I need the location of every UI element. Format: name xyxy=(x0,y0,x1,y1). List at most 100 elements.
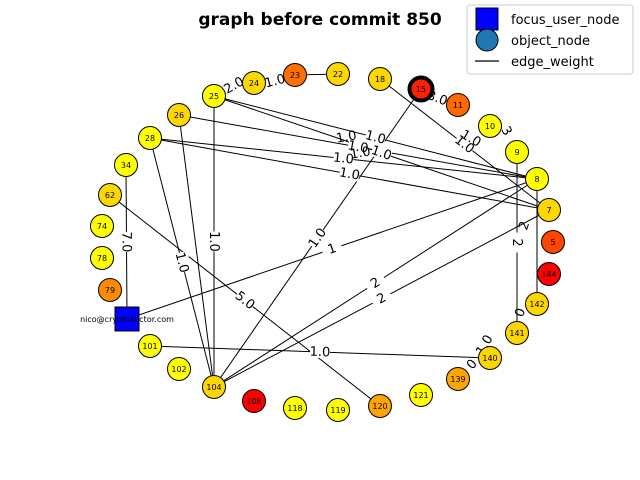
object-node-circle xyxy=(90,214,114,238)
object-node-label: 10 xyxy=(485,122,495,131)
object-node-circle xyxy=(90,246,114,270)
graph-title: graph before commit 850 xyxy=(198,10,442,30)
edge-weight-label: 2 xyxy=(516,219,533,232)
edge-label-bg xyxy=(452,132,478,156)
object-node-circle xyxy=(283,63,307,87)
object-node-78: 78 xyxy=(90,246,114,270)
object-node-circle xyxy=(537,262,561,286)
object-node-circle xyxy=(478,346,502,370)
object-node-label: 74 xyxy=(97,222,107,231)
edge-label-bg xyxy=(332,149,355,166)
object-node-26: 26 xyxy=(167,103,191,127)
edge-weight-label: 1.0 xyxy=(369,143,393,164)
object-node-7: 7 xyxy=(537,198,561,222)
object-node-circle xyxy=(478,114,502,138)
object-node-circle xyxy=(525,292,549,316)
edge-weight-label: 1.0 xyxy=(349,144,372,162)
object-node-circle xyxy=(525,167,549,191)
object-node-label: 118 xyxy=(287,404,302,413)
object-node-104: 104 xyxy=(202,375,226,399)
nodes-layer: 15 11 10 9 8 7 5 144 142 141 140 139 121 120 119 118 108… xyxy=(80,62,565,422)
object-node-140: 140 xyxy=(478,346,502,370)
edge-label-bg xyxy=(338,164,361,182)
object-node-circle xyxy=(202,84,226,108)
edge-label-bg xyxy=(309,343,331,359)
object-node-label: 120 xyxy=(372,402,387,411)
object-node-label: 22 xyxy=(333,70,343,79)
object-node-label: 26 xyxy=(174,111,184,120)
object-node-142: 142 xyxy=(525,292,549,316)
object-node-label: 28 xyxy=(145,134,155,143)
object-node-139: 139 xyxy=(446,367,470,391)
edge-label-bg xyxy=(208,231,222,252)
edge-label-bg xyxy=(347,137,370,155)
edge-26-104 xyxy=(178,114,215,388)
object-node-label: 139 xyxy=(450,375,465,384)
object-node-8: 8 xyxy=(525,167,549,191)
object-node-circle xyxy=(537,198,561,222)
object-node-label: 23 xyxy=(290,71,300,80)
object-node-119: 119 xyxy=(326,398,350,422)
object-node-label: 25 xyxy=(209,92,219,101)
legend-frame xyxy=(466,4,634,75)
edge-weight-label: 1.0 xyxy=(309,345,330,361)
object-node-circle xyxy=(368,394,392,418)
object-node-circle xyxy=(98,278,122,302)
edge-weight-label: 1.0 xyxy=(172,251,192,275)
object-node-circle xyxy=(283,396,307,420)
object-node-25: 25 xyxy=(202,84,226,108)
edge-label-bg xyxy=(173,250,193,274)
object-node-label: 5 xyxy=(550,238,555,247)
object-node-circle xyxy=(242,71,266,95)
edge-weight-label: 1.0 xyxy=(206,231,221,252)
object-node-15: 15 xyxy=(407,75,435,103)
object-node-label: 62 xyxy=(105,191,115,200)
legend-square-swatch xyxy=(475,7,499,31)
object-node-118: 118 xyxy=(283,396,307,420)
object-node-121: 121 xyxy=(409,383,433,407)
object-node-label: 141 xyxy=(509,329,524,338)
object-node-18: 18 xyxy=(368,67,392,91)
object-node-62: 62 xyxy=(98,183,122,207)
object-node-label: 119 xyxy=(330,406,345,415)
object-node-label: 101 xyxy=(142,342,157,351)
legend-label-object-node: object_node xyxy=(511,34,590,49)
object-node-120: 120 xyxy=(368,394,392,418)
object-node-label: 79 xyxy=(105,286,115,295)
edge-label-bg xyxy=(370,142,394,162)
object-node-circle xyxy=(114,153,138,177)
object-node-circle xyxy=(541,230,565,254)
object-node-5: 5 xyxy=(541,230,565,254)
object-node-circle xyxy=(326,62,350,86)
object-node-141: 141 xyxy=(505,321,529,345)
object-node-label: 104 xyxy=(206,383,221,392)
edge-weight-label: 1.0 xyxy=(338,165,361,183)
object-node-circle xyxy=(446,93,470,117)
edge-weight-label: 5.0 xyxy=(232,289,258,314)
object-node-label: 102 xyxy=(171,365,186,374)
object-node-10: 10 xyxy=(478,114,502,138)
object-node-101: 101 xyxy=(138,334,162,358)
legend-circle-swatch xyxy=(475,28,499,52)
edge-label-bg xyxy=(511,232,525,253)
object-node-circle xyxy=(368,67,392,91)
object-node-circle xyxy=(407,75,435,103)
focus-user-node: nico@cryptosector.com xyxy=(80,306,174,332)
object-node-11: 11 xyxy=(446,93,470,117)
object-node-label: 108 xyxy=(246,397,261,406)
object-node-label: 140 xyxy=(482,354,497,363)
object-node-102: 102 xyxy=(167,357,191,381)
object-node-label: 144 xyxy=(541,270,556,279)
object-node-label: 18 xyxy=(375,75,385,84)
object-node-label: 9 xyxy=(514,148,519,157)
object-node-circle xyxy=(202,375,226,399)
edge-label-bg xyxy=(364,127,388,146)
object-node-label: 78 xyxy=(97,254,107,263)
object-node-label: 24 xyxy=(249,79,259,88)
legend-label-focus-user-node: focus_user_node xyxy=(511,13,620,28)
object-node-label: 142 xyxy=(529,300,544,309)
object-node-circle xyxy=(167,357,191,381)
object-node-circle xyxy=(505,140,529,164)
